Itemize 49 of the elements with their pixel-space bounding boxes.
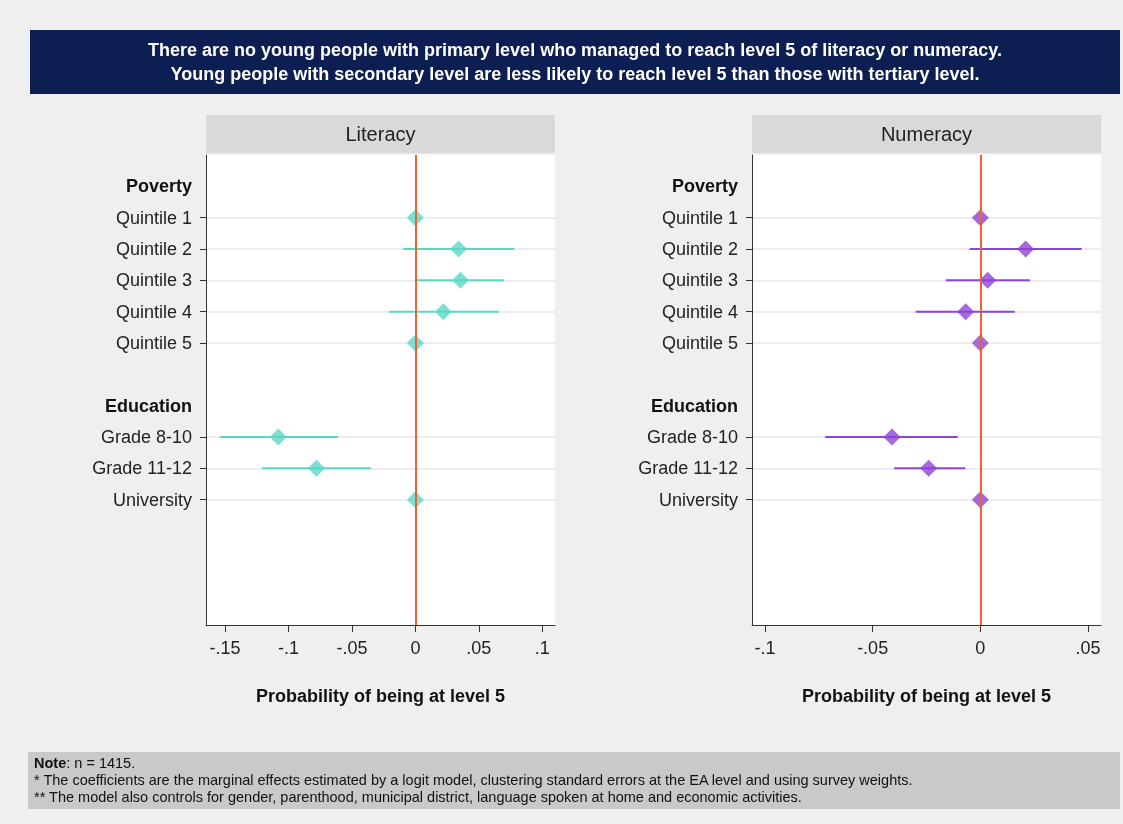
point: [450, 240, 468, 258]
chart-title: Numeracy: [752, 115, 1101, 153]
text: ** The model also controls for gender, parenthood, municipal district, language spoken at home and economic activities.: [34, 789, 803, 806]
y-tick-label: Quintile 4: [115, 301, 192, 322]
y-tick-label: Quintile 2: [115, 239, 192, 259]
y-tick-label: Quintile 3: [115, 270, 192, 291]
y-tick-label: Quintile 4: [661, 301, 738, 322]
point: [451, 271, 469, 289]
x-axis-title: Probability of being at level 5: [255, 686, 506, 706]
text: Note: n = 1415.: [34, 755, 136, 771]
text: There are no young people with primary level who managed to reach level 5 of literacy or numeracy.: [147, 39, 1003, 62]
point: [434, 303, 452, 321]
x-tick-label: .1: [534, 638, 550, 658]
y-tick-label: University: [658, 489, 738, 510]
x-tick-label: -.1: [277, 638, 299, 658]
x-tick-label: .05: [1075, 638, 1101, 658]
x-axis-title: Probability of being at level 5: [801, 686, 1052, 706]
y-tick-label: Quintile 5: [115, 333, 192, 353]
point: [979, 271, 997, 289]
y-tick-label: Quintile 5: [661, 333, 738, 353]
point: [307, 459, 325, 477]
y-tick-label: Quintile 1: [661, 207, 738, 228]
y-tick-label: University: [112, 489, 192, 510]
x-tick-label: -.1: [754, 638, 776, 658]
x-tick-label: -.05: [857, 638, 889, 658]
text: * The coefficients are the marginal effects estimated by a logit model, clustering standard errors at the EA level and using survey weights.: [34, 772, 914, 789]
point: [957, 303, 975, 321]
point: [883, 428, 901, 446]
y-tick-label: Grade 8-10: [100, 427, 192, 447]
x-tick-label: .05: [466, 638, 492, 658]
y-tick-label: Quintile 2: [661, 239, 738, 259]
text: Young people with secondary level are less likely to reach level 5 than those with tertiary level.: [169, 63, 981, 86]
point: [920, 459, 938, 477]
point: [1017, 240, 1035, 258]
x-tick-label: 0: [410, 638, 421, 658]
chart-title: Literacy: [206, 115, 555, 153]
y-tick-label: Grade 8-10: [646, 427, 738, 447]
y-tick-label: Grade 11-12: [92, 458, 192, 479]
point: [269, 428, 287, 446]
y-tick-label: Grade 11-12: [638, 458, 738, 479]
y-tick-label: Education: [650, 395, 738, 416]
x-tick-label: 0: [975, 638, 986, 658]
x-tick-label: -.05: [336, 638, 368, 658]
y-tick-label: Poverty: [125, 176, 192, 197]
y-tick-label: Education: [104, 395, 192, 416]
y-tick-label: Poverty: [671, 176, 738, 197]
x-tick-label: -.15: [209, 638, 241, 658]
y-tick-label: Quintile 1: [115, 207, 192, 228]
y-tick-label: Quintile 3: [661, 270, 738, 291]
